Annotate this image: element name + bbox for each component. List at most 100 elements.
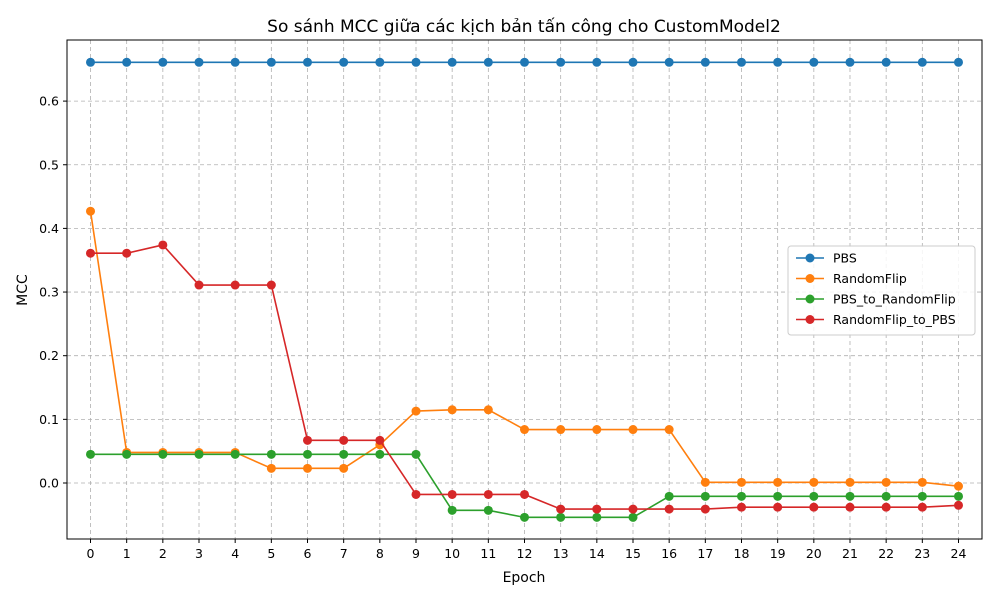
data-point bbox=[809, 491, 819, 501]
data-point bbox=[592, 57, 602, 67]
data-point bbox=[375, 435, 385, 445]
x-tick-label: 10 bbox=[444, 546, 460, 561]
legend-marker bbox=[805, 294, 815, 304]
data-point bbox=[628, 504, 638, 514]
data-point bbox=[122, 248, 132, 258]
data-point bbox=[411, 449, 421, 459]
data-point bbox=[122, 57, 132, 67]
legend-item: PBS_to_RandomFlip bbox=[796, 292, 956, 307]
x-tick-label: 17 bbox=[697, 546, 713, 561]
data-point bbox=[86, 206, 96, 216]
data-point bbox=[339, 57, 349, 67]
data-point bbox=[881, 502, 891, 512]
data-point bbox=[773, 477, 783, 487]
data-point bbox=[339, 463, 349, 473]
data-point bbox=[411, 406, 421, 416]
data-point bbox=[303, 449, 313, 459]
legend-label: PBS bbox=[833, 251, 857, 266]
legend-item: RandomFlip_to_PBS bbox=[796, 312, 956, 327]
data-point bbox=[266, 280, 276, 290]
data-point bbox=[158, 449, 168, 459]
data-point bbox=[881, 477, 891, 487]
data-point bbox=[736, 491, 746, 501]
data-point bbox=[953, 481, 963, 491]
series-PBS bbox=[86, 57, 963, 67]
data-point bbox=[664, 425, 674, 435]
data-point bbox=[845, 491, 855, 501]
data-point bbox=[303, 435, 313, 445]
data-point bbox=[664, 57, 674, 67]
data-point bbox=[773, 491, 783, 501]
data-point bbox=[158, 57, 168, 67]
x-tick-label: 2 bbox=[159, 546, 167, 561]
data-point bbox=[520, 489, 529, 499]
data-point bbox=[881, 57, 891, 67]
data-point bbox=[266, 449, 276, 459]
data-point bbox=[339, 449, 349, 459]
x-tick-label: 21 bbox=[842, 546, 858, 561]
data-point bbox=[736, 477, 746, 487]
data-point bbox=[592, 504, 602, 514]
data-point bbox=[700, 57, 710, 67]
data-point bbox=[917, 57, 927, 67]
data-point bbox=[447, 57, 457, 67]
y-tick-label: 0.1 bbox=[39, 412, 59, 427]
x-tick-label: 13 bbox=[553, 546, 569, 561]
data-point bbox=[230, 57, 240, 67]
data-point bbox=[881, 491, 891, 501]
data-point bbox=[845, 502, 855, 512]
y-tick-label: 0.5 bbox=[39, 157, 59, 172]
data-point bbox=[628, 512, 638, 522]
x-tick-label: 18 bbox=[734, 546, 750, 561]
data-point bbox=[953, 491, 963, 501]
data-point bbox=[411, 489, 421, 499]
legend-marker bbox=[805, 274, 815, 283]
x-tick-label: 4 bbox=[231, 546, 239, 561]
data-point bbox=[483, 57, 493, 67]
data-point bbox=[194, 280, 204, 290]
legend-label: RandomFlip bbox=[833, 271, 907, 286]
data-point bbox=[86, 449, 96, 459]
data-point bbox=[809, 477, 819, 487]
data-point bbox=[303, 57, 313, 67]
x-tick-label: 1 bbox=[123, 546, 131, 561]
data-point bbox=[447, 405, 457, 415]
chart-title: So sánh MCC giữa các kịch bản tấn công c… bbox=[267, 16, 781, 37]
data-point bbox=[917, 491, 927, 501]
data-point bbox=[483, 505, 493, 515]
data-point bbox=[303, 463, 313, 473]
x-tick-label: 8 bbox=[376, 546, 384, 561]
data-point bbox=[158, 240, 168, 250]
x-tick-label: 16 bbox=[661, 546, 677, 561]
data-point bbox=[556, 504, 566, 514]
legend: PBS RandomFlip PBS_to_RandomFlip RandomFlip… bbox=[787, 245, 976, 336]
data-point bbox=[520, 425, 529, 435]
y-tick-label: 0.4 bbox=[39, 221, 59, 236]
data-point bbox=[556, 57, 566, 67]
data-point bbox=[953, 500, 963, 510]
data-point bbox=[917, 477, 927, 487]
data-point bbox=[592, 512, 602, 522]
x-tick-label: 0 bbox=[87, 546, 95, 561]
data-point bbox=[664, 491, 674, 501]
data-point bbox=[556, 512, 566, 522]
legend-label: PBS_to_RandomFlip bbox=[833, 292, 956, 307]
data-point bbox=[339, 435, 349, 445]
data-point bbox=[664, 504, 674, 514]
x-tick-label: 23 bbox=[914, 546, 930, 561]
data-point bbox=[411, 57, 421, 67]
x-axis-ticks: 0 1 2 3 4 5 6 7 8 9 10 11 12 13 14 15 16 17 18 19 20 21 22 23 24 bbox=[87, 539, 966, 561]
y-tick-label: 0.6 bbox=[39, 94, 59, 109]
legend-item: RandomFlip bbox=[796, 271, 907, 286]
x-tick-label: 14 bbox=[589, 546, 605, 561]
data-point bbox=[122, 449, 132, 459]
series-RandomFlip_to_PBS bbox=[86, 240, 963, 514]
data-point bbox=[809, 57, 819, 67]
data-point bbox=[230, 280, 240, 290]
legend-label: RandomFlip_to_PBS bbox=[833, 312, 956, 327]
data-point bbox=[700, 491, 710, 501]
x-tick-label: 11 bbox=[480, 546, 496, 561]
x-tick-label: 20 bbox=[806, 546, 822, 561]
data-point bbox=[628, 425, 638, 435]
data-point bbox=[266, 57, 276, 67]
